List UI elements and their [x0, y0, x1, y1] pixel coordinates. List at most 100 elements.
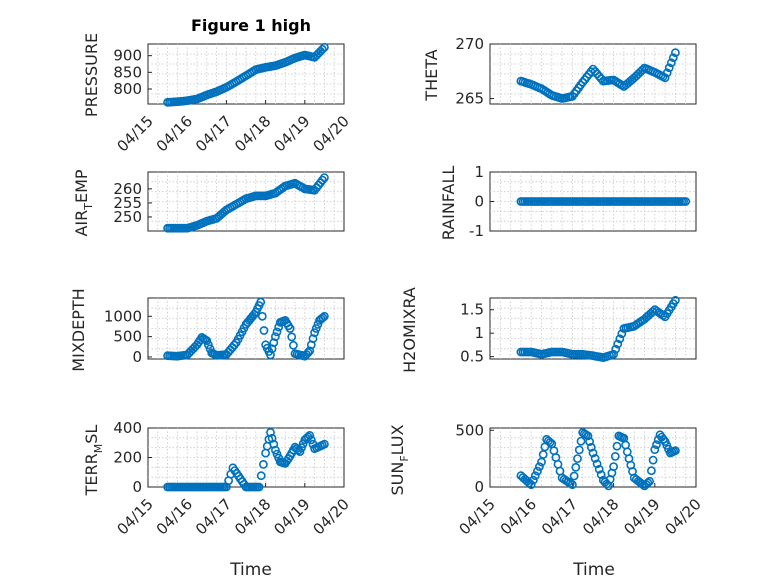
xtick-label: 04/17: [192, 112, 235, 155]
data-point: [611, 344, 621, 354]
data-point: [596, 470, 606, 480]
data-point: [319, 42, 329, 52]
xtick-label: 04/15: [114, 495, 157, 538]
xtick-label: 04/20: [310, 112, 353, 155]
data-point: [573, 454, 582, 463]
data-point: [306, 435, 316, 445]
ytick-label: 270: [455, 35, 484, 53]
data-point: [612, 441, 622, 451]
ytick-label: 850: [113, 63, 142, 81]
data-point: [681, 197, 691, 206]
data-point: [588, 448, 598, 458]
data-point: [545, 437, 555, 447]
xtick-label: 04/15: [114, 112, 157, 155]
data-point: [318, 313, 328, 323]
data-point: [638, 65, 647, 75]
xtick-label: 04/18: [231, 495, 274, 538]
data-point: [671, 48, 680, 58]
air-temp-ylabel: AIRTEMP: [72, 169, 95, 236]
xtick-label: 04/19: [270, 495, 313, 538]
ytick-label: 200: [113, 449, 142, 467]
ytick-label: 1000: [104, 307, 142, 325]
data-point: [643, 478, 653, 488]
right-xlabel: Time: [572, 560, 615, 580]
data-point: [647, 466, 656, 476]
ytick-label: -1: [469, 222, 484, 240]
rainfall-ylabel: RAINFALL: [439, 166, 458, 241]
data-point: [259, 326, 269, 335]
data-point: [254, 482, 264, 492]
data-point: [660, 73, 670, 83]
h2omixra-ylabel: H2OMIXRA: [400, 287, 419, 373]
left-xlabel: Time: [229, 560, 272, 580]
data-point: [317, 44, 327, 54]
sun-flux-ylabel: SUNFLUX: [388, 424, 411, 495]
data-point: [662, 68, 672, 78]
ytick-label: 260: [113, 180, 142, 198]
data-point: [610, 451, 620, 461]
data-point: [574, 445, 584, 455]
ytick-label: 1.5: [460, 301, 484, 319]
data-point: [609, 462, 618, 471]
data-point: [576, 436, 586, 446]
data-point: [256, 471, 266, 481]
data-point: [526, 480, 536, 490]
xtick-label: 04/17: [192, 495, 235, 538]
data-point: [645, 476, 654, 486]
data-point: [229, 340, 239, 350]
ytick-label: 0: [474, 478, 484, 496]
data-point: [319, 173, 329, 182]
data-point: [583, 431, 593, 441]
ytick-label: 500: [113, 328, 142, 346]
mixdepth-ylabel: MIXDEPTH: [69, 288, 88, 371]
data-point: [648, 307, 658, 316]
data-point: [303, 348, 313, 357]
data-point: [671, 446, 680, 456]
data-point: [270, 332, 280, 341]
data-point: [288, 340, 298, 350]
data-point: [530, 471, 540, 481]
data-point: [287, 332, 297, 342]
h2omixra-axes: 0.5 1 1.5: [460, 295, 697, 366]
ytick-label: 1: [474, 324, 484, 342]
data-point: [310, 328, 319, 337]
ytick-label: 1: [474, 163, 484, 181]
xtick-label: 04/16: [153, 495, 196, 538]
data-point: [638, 479, 647, 489]
data-point: [203, 340, 213, 350]
data-point: [590, 453, 600, 463]
xtick-label: 04/18: [579, 495, 622, 538]
data-point: [258, 459, 268, 469]
data-point: [569, 471, 579, 481]
data-point: [266, 427, 275, 437]
data-point: [533, 466, 542, 476]
data-point: [652, 440, 661, 449]
data-point: [272, 327, 282, 337]
theta-axes: 265 270: [455, 35, 697, 108]
ytick-label: 265: [455, 90, 484, 108]
data-point: [202, 336, 212, 346]
data-point: [319, 311, 329, 321]
xtick-label: 04/16: [497, 495, 540, 538]
mixdepth-axes: 0 500 1000: [104, 297, 345, 366]
ytick-label: 900: [113, 47, 142, 65]
data-point: [256, 297, 266, 307]
data-point: [285, 324, 295, 333]
pressure-ylabel: PRESSURE: [82, 33, 101, 117]
xtick-label: 04/16: [153, 112, 196, 155]
data-point: [528, 475, 538, 485]
xtick-label: 04/18: [231, 112, 274, 155]
data-point: [311, 324, 321, 333]
data-point: [615, 334, 625, 344]
data-point: [586, 442, 596, 452]
data-point: [269, 439, 279, 449]
ytick-label: 400: [113, 419, 142, 437]
data-point: [664, 63, 674, 73]
rainfall-axes: -1 0 1: [469, 163, 697, 240]
ytick-label: 0: [132, 478, 142, 496]
data-point: [305, 430, 315, 440]
